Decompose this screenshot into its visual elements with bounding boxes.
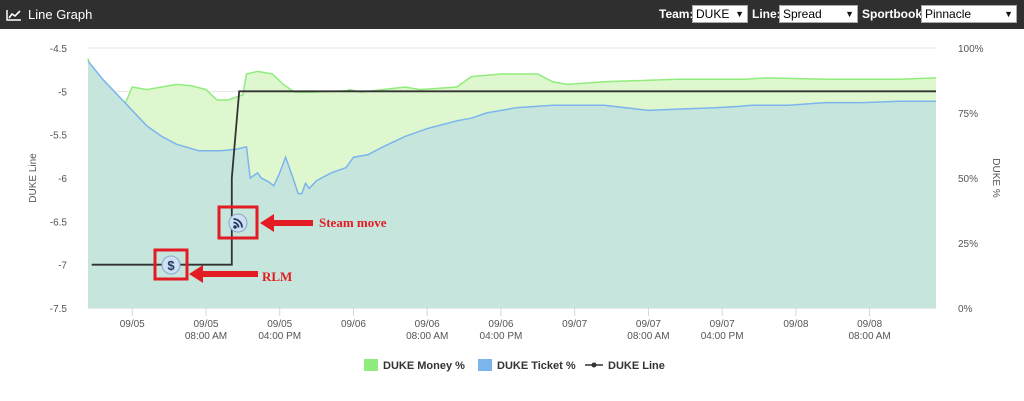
header-bar: Line Graph Team: DUKE ▼ Line: Spread ▼ S… (0, 0, 1024, 29)
rlm-label: RLM (262, 269, 292, 284)
chevron-down-icon: ▼ (845, 9, 854, 19)
line-select[interactable]: Spread ▼ (779, 5, 858, 23)
x-tick-label-time: 08:00 AM (185, 331, 227, 342)
legend-item-ticket[interactable]: DUKE Ticket % (478, 359, 576, 372)
legend-item-money[interactable]: DUKE Money % (364, 359, 465, 372)
line-label: Line: (752, 7, 781, 21)
y-right-tick-label: 0% (958, 304, 973, 315)
header-title-group: Line Graph (6, 0, 92, 29)
y-left-tick-label: -7 (58, 261, 67, 272)
duke-line-line (91, 90, 936, 266)
line-series (91, 90, 936, 266)
y-left-tick-label: -5.5 (50, 131, 68, 142)
legend-swatch-money (364, 359, 378, 371)
y-left-axis-title: DUKE Line (28, 153, 39, 203)
steam-move-label: Steam move (319, 215, 387, 230)
legend-swatch-ticket (478, 359, 492, 371)
legend-label-ticket: DUKE Ticket % (497, 360, 576, 372)
sportsbook-select[interactable]: Pinnacle ▼ (921, 5, 1017, 23)
y-right-tick-label: 25% (958, 239, 978, 250)
x-tick-label-date: 09/05 (193, 319, 218, 330)
legend-label-money: DUKE Money % (383, 360, 465, 372)
y-left-tick-label: -6 (58, 174, 67, 185)
x-tick-label-date: 09/08 (783, 319, 808, 330)
x-tick-label-time: 08:00 AM (849, 331, 891, 342)
steam-move-arrow (260, 214, 313, 232)
legend-item-line[interactable]: DUKE Line (585, 360, 665, 372)
steam-move-annotation: Steam move (217, 205, 387, 240)
rlm-icon[interactable] (161, 255, 181, 275)
x-tick-label-date: 09/06 (341, 319, 366, 330)
duke-ticket-area (88, 61, 936, 308)
y-right-axis-title: DUKE % (990, 158, 1001, 198)
y-left-tick-label: -7.5 (50, 304, 68, 315)
y-left-tick-label: -6.5 (50, 217, 68, 228)
x-tick-label-date: 09/07 (562, 319, 587, 330)
axis-labels: -4.5 -5 -5.5 -6 -6.5 -7 -7.5 100% 75% 50% 25% 0% DUK… (28, 44, 1001, 342)
line-chart-icon (6, 9, 21, 21)
y-right-tick-label: 75% (958, 109, 978, 120)
line-select-value: Spread (783, 7, 822, 21)
sportsbook-label: Sportbook: (862, 7, 926, 21)
page-title: Line Graph (28, 7, 93, 22)
y-right-tick-label: 50% (958, 174, 978, 185)
team-label: Team: (659, 7, 694, 21)
x-tick-label-time: 04:00 PM (480, 331, 523, 342)
steam-move-icon[interactable] (228, 213, 248, 233)
chevron-down-icon: ▼ (1004, 9, 1013, 19)
x-tick-label-date: 09/05 (120, 319, 145, 330)
x-tick-label-date: 09/06 (415, 319, 440, 330)
y-left-tick-label: -4.5 (50, 44, 68, 55)
x-tick-label-date: 09/07 (710, 319, 735, 330)
dollar-icon: $ (167, 258, 175, 273)
rlm-arrow (189, 265, 258, 283)
legend-marker-line (591, 362, 597, 368)
rlm-annotation: $ RLM (153, 248, 292, 284)
sportsbook-select-value: Pinnacle (925, 7, 972, 21)
legend: DUKE Money % DUKE Ticket % DUKE Line (364, 359, 665, 372)
team-select-value: DUKE (696, 7, 730, 21)
chevron-down-icon: ▼ (735, 9, 744, 19)
x-tick-label-time: 04:00 PM (701, 331, 744, 342)
x-tick-label-time: 08:00 AM (627, 331, 669, 342)
area-series (87, 58, 937, 309)
x-tick-label-time: 08:00 AM (406, 331, 448, 342)
rlm-highlight-box (153, 248, 189, 281)
x-tick-label-date: 09/06 (488, 319, 513, 330)
rss-signal-icon (233, 218, 243, 229)
x-tick-label-date: 09/07 (636, 319, 661, 330)
team-select[interactable]: DUKE ▼ (692, 5, 748, 23)
y-right-tick-label: 100% (958, 44, 984, 55)
duke-ticket-line (87, 60, 936, 195)
steam-move-highlight-box (217, 205, 259, 240)
x-tick-label-date: 09/08 (857, 319, 882, 330)
x-tick-label-time: 04:00 PM (258, 331, 301, 342)
x-tick-label-date: 09/05 (267, 319, 292, 330)
y-left-tick-label: -5 (58, 87, 67, 98)
legend-label-line: DUKE Line (608, 360, 665, 372)
